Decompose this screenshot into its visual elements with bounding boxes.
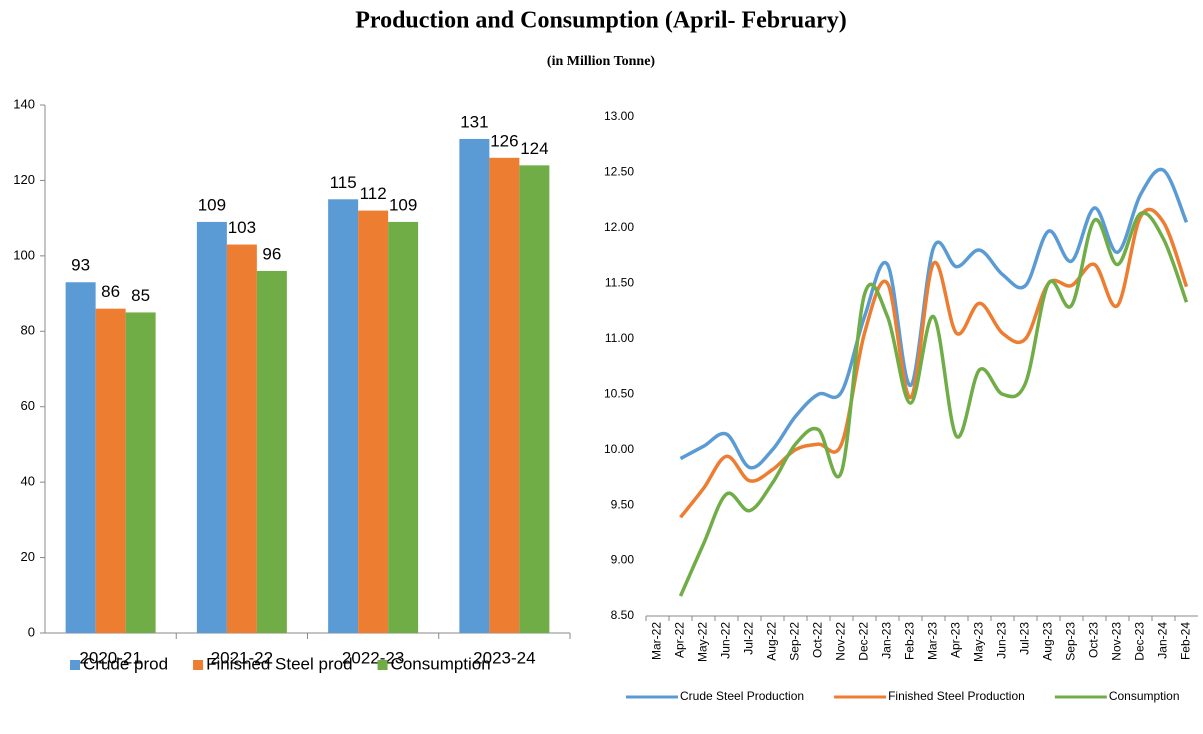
x-tick-label: Dec-22 (857, 622, 871, 661)
bar (95, 308, 126, 633)
x-tick-label: Jun-23 (995, 622, 1009, 659)
y-tick-label: 100 (13, 247, 35, 262)
data-label: 109 (389, 195, 417, 214)
legend-swatch (377, 660, 388, 670)
data-label: 131 (460, 112, 488, 131)
bar (256, 270, 287, 633)
x-tick-label: Feb-23 (903, 622, 917, 660)
x-tick-label: Feb-24 (1179, 622, 1193, 660)
x-tick-label: Nov-22 (834, 622, 848, 661)
x-tick-label: May-23 (972, 622, 986, 662)
y-tick-label: 11.50 (605, 276, 634, 290)
line (679, 167, 1189, 470)
y-tick-label: 0 (28, 624, 35, 639)
x-tick-label: Dec-23 (1133, 622, 1147, 661)
x-tick-label: 2023-24 (473, 648, 535, 667)
x-tick-label: Nov-23 (1110, 622, 1124, 661)
legend-label: Consumption (1109, 689, 1180, 703)
x-tick-label: Jul-23 (1018, 622, 1032, 655)
y-tick-label: 10.00 (604, 442, 634, 456)
bar (226, 244, 257, 634)
x-tick-label: 2021-22 (211, 648, 273, 667)
y-tick-label: 40 (21, 474, 35, 489)
x-tick-label: Sep-23 (1064, 622, 1078, 661)
bar (489, 157, 520, 634)
legend-label: Crude Steel Production (680, 689, 804, 703)
data-label: 109 (198, 195, 226, 214)
x-tick-label: Jan-23 (880, 622, 894, 659)
legend-label: Crude prod (83, 654, 168, 673)
bar (328, 199, 359, 634)
x-tick-label: Aug-22 (765, 622, 779, 661)
x-tick-label: Jan-24 (1156, 622, 1170, 659)
y-tick-label: 80 (21, 323, 35, 338)
legend-label: Consumption (391, 654, 491, 673)
data-label: 112 (360, 184, 387, 203)
x-tick-label: Aug-23 (1041, 622, 1055, 661)
x-tick-label: Oct-23 (1087, 622, 1101, 658)
x-tick-label: Mar-23 (926, 622, 940, 660)
legend-label: Finished Steel Production (888, 689, 1025, 703)
y-tick-label: 140 (13, 96, 35, 111)
y-tick-label: 12.00 (604, 220, 634, 234)
bar (196, 221, 227, 633)
x-tick-label: Sep-22 (788, 622, 802, 661)
bar (65, 282, 96, 633)
data-label: 126 (490, 131, 518, 150)
bar (459, 138, 490, 633)
y-tick-label: 10.50 (604, 386, 634, 400)
data-label: 103 (228, 218, 256, 237)
bar (358, 210, 389, 633)
x-tick-label: Mar-22 (650, 622, 664, 660)
y-tick-label: 120 (13, 172, 35, 187)
y-tick-label: 60 (21, 398, 35, 413)
y-tick-label: 9.00 (611, 553, 635, 567)
x-tick-label: May-22 (696, 622, 710, 662)
data-label: 85 (131, 286, 150, 305)
chart-subtitle: (in Million Tonne) (547, 54, 655, 69)
legend-swatch (193, 660, 204, 670)
x-tick-label: Jun-22 (719, 622, 733, 659)
line (679, 207, 1189, 519)
legend-label: Finished Steel prod (206, 654, 352, 673)
y-tick-label: 12.50 (604, 165, 634, 179)
chart-title: Production and Consumption (April- Febru… (355, 8, 847, 34)
x-tick-label: Apr-22 (673, 622, 687, 658)
bar (519, 165, 550, 634)
x-tick-label: 2022-23 (342, 648, 404, 667)
y-tick-label: 8.50 (611, 608, 635, 622)
y-tick-label: 9.50 (611, 497, 635, 511)
y-tick-label: 13.00 (604, 109, 634, 123)
x-tick-label: Jul-22 (742, 622, 756, 655)
x-tick-label: Oct-22 (811, 622, 825, 658)
legend-swatch (70, 660, 80, 670)
x-tick-label: Apr-23 (949, 622, 963, 658)
x-tick-label: 2020-21 (79, 648, 141, 667)
y-tick-label: 20 (21, 549, 35, 564)
data-label: 96 (262, 244, 281, 263)
data-label: 115 (330, 173, 357, 192)
data-label: 93 (71, 256, 90, 275)
data-label: 86 (101, 282, 120, 301)
line (678, 211, 1189, 597)
bar (125, 312, 156, 633)
y-tick-label: 11.00 (605, 331, 634, 345)
bar (388, 221, 419, 633)
data-label: 124 (520, 139, 548, 158)
